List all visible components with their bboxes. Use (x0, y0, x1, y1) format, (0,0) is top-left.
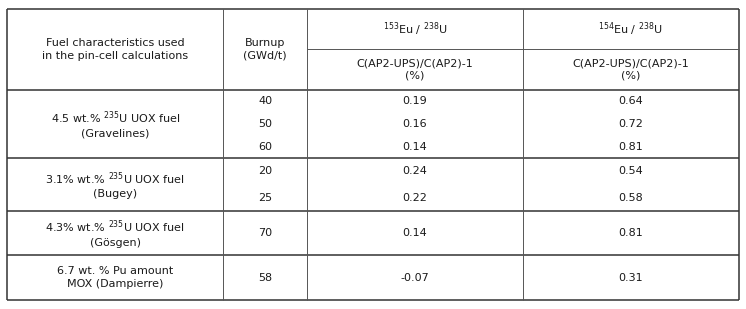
Text: 0.24: 0.24 (403, 167, 427, 176)
Text: 4.3% wt.% $^{235}$U UOX fuel
(Gösgen): 4.3% wt.% $^{235}$U UOX fuel (Gösgen) (46, 218, 185, 248)
Text: 40: 40 (258, 96, 272, 106)
Text: 0.81: 0.81 (618, 142, 643, 152)
Text: 0.22: 0.22 (403, 193, 427, 203)
Text: 50: 50 (258, 119, 272, 129)
Text: -0.07: -0.07 (401, 273, 430, 282)
Text: 0.14: 0.14 (403, 142, 427, 152)
Text: C(AP2-UPS)/C(AP2)-1
(%): C(AP2-UPS)/C(AP2)-1 (%) (572, 58, 689, 81)
Text: 25: 25 (258, 193, 272, 203)
Text: 6.7 wt. % Pu amount
MOX (Dampierre): 6.7 wt. % Pu amount MOX (Dampierre) (57, 266, 173, 289)
Text: 0.16: 0.16 (403, 119, 427, 129)
Text: 0.58: 0.58 (618, 193, 643, 203)
Text: Burnup
(GWd/t): Burnup (GWd/t) (243, 38, 287, 61)
Text: $^{154}$Eu / $^{238}$U: $^{154}$Eu / $^{238}$U (598, 20, 663, 38)
Text: 0.72: 0.72 (618, 119, 643, 129)
Text: 0.19: 0.19 (403, 96, 427, 106)
Text: C(AP2-UPS)/C(AP2)-1
(%): C(AP2-UPS)/C(AP2)-1 (%) (357, 58, 474, 81)
Text: 0.31: 0.31 (618, 273, 643, 282)
Text: $^{153}$Eu / $^{238}$U: $^{153}$Eu / $^{238}$U (383, 20, 448, 38)
Text: 4.5 wt.% $^{235}$U UOX fuel
(Gravelines): 4.5 wt.% $^{235}$U UOX fuel (Gravelines) (51, 109, 180, 138)
Text: 58: 58 (258, 273, 272, 282)
Text: 70: 70 (258, 228, 272, 238)
Text: 0.14: 0.14 (403, 228, 427, 238)
Text: Fuel characteristics used
in the pin-cell calculations: Fuel characteristics used in the pin-cel… (43, 38, 188, 61)
Text: 0.54: 0.54 (618, 167, 643, 176)
Text: 0.64: 0.64 (618, 96, 643, 106)
Text: 60: 60 (258, 142, 272, 152)
Text: 0.81: 0.81 (618, 228, 643, 238)
Text: 3.1% wt.% $^{235}$U UOX fuel
(Bugey): 3.1% wt.% $^{235}$U UOX fuel (Bugey) (46, 170, 185, 199)
Text: 20: 20 (258, 167, 272, 176)
